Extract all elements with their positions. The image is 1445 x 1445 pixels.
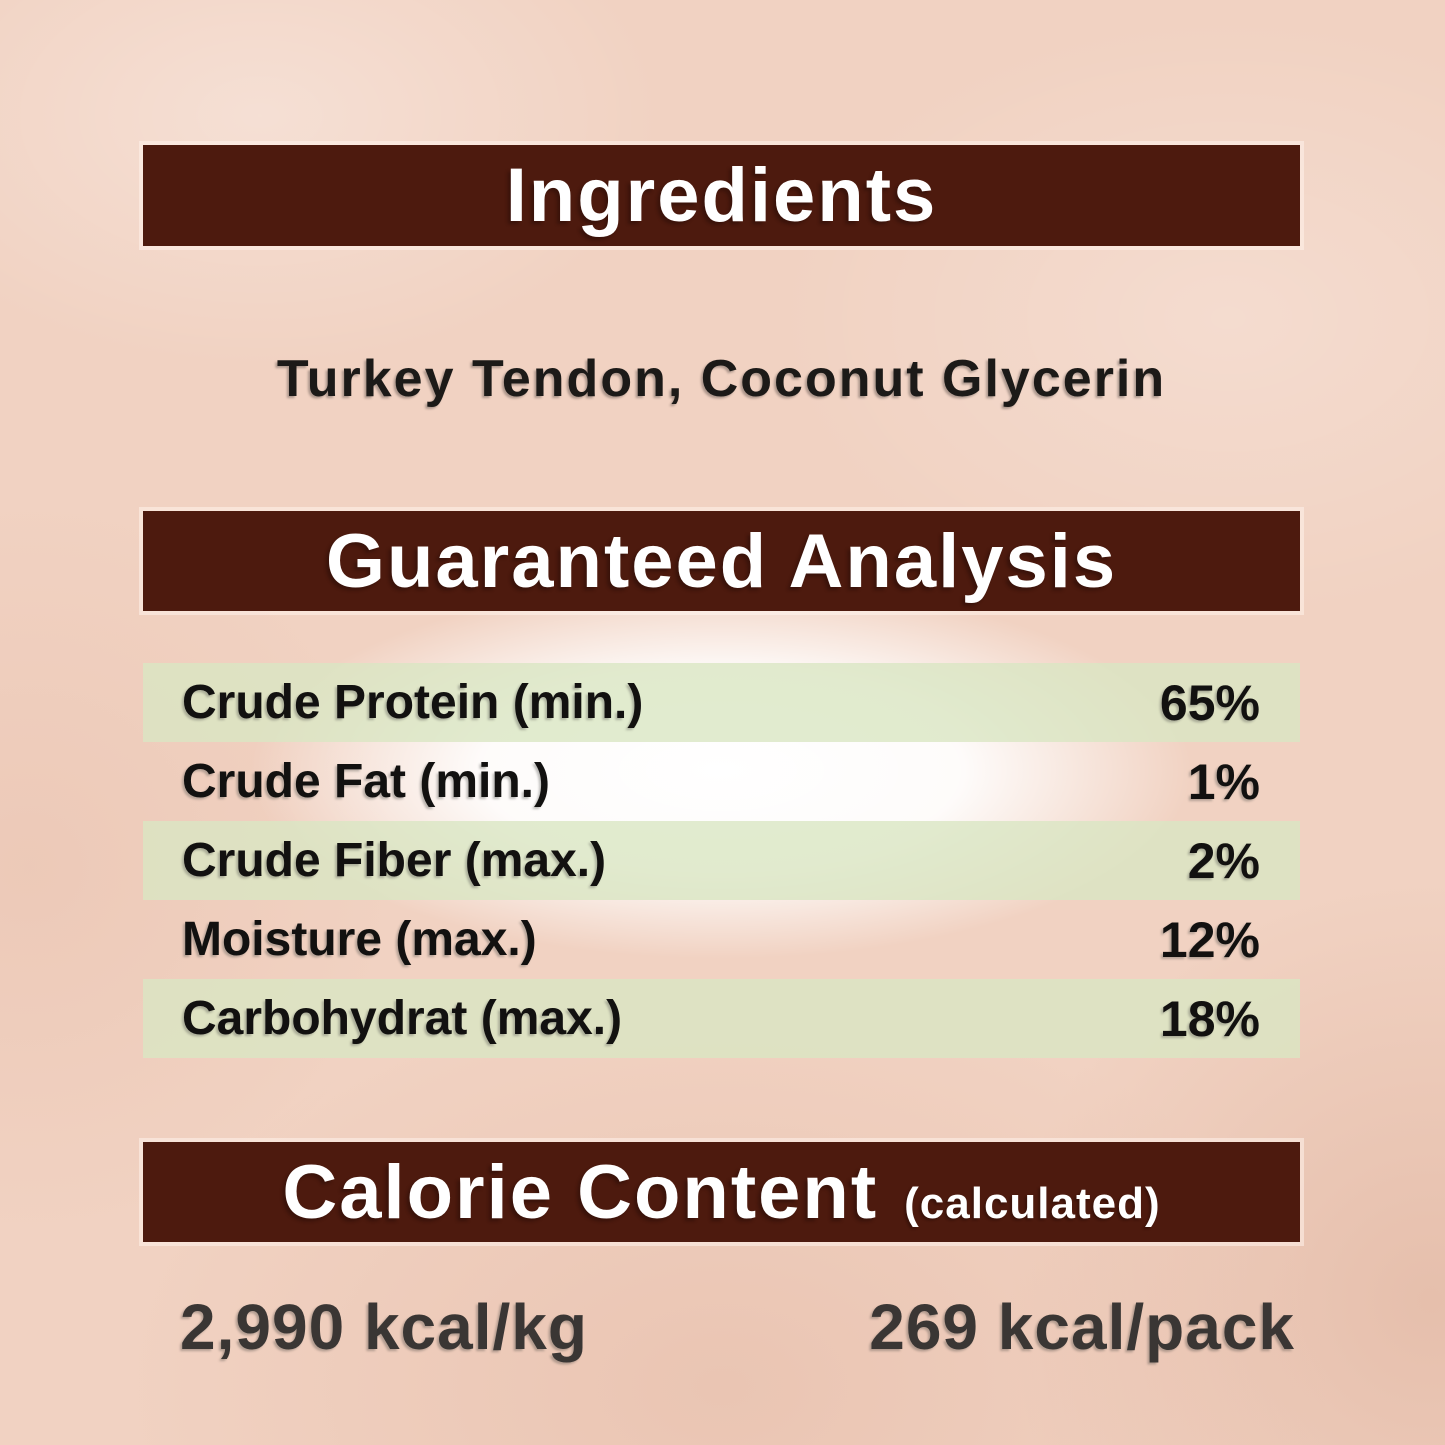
kcal-per-kg: 2,990 kcal/kg: [180, 1291, 588, 1363]
kcal-per-pack: 269 kcal/pack: [869, 1291, 1295, 1363]
guaranteed-analysis-header-bar: Guaranteed Analysis: [143, 511, 1300, 611]
table-row: Crude Fiber (max.) 2%: [143, 821, 1300, 900]
row-label: Crude Fat (min.): [182, 755, 550, 808]
row-value: 12%: [1159, 911, 1260, 968]
calorie-content-header-bar: Calorie Content (calculated): [143, 1142, 1300, 1242]
calorie-title-group: Calorie Content (calculated): [282, 1149, 1160, 1236]
row-value: 65%: [1159, 674, 1260, 731]
table-row: Carbohydrat (max.) 18%: [143, 979, 1300, 1058]
row-value: 1%: [1187, 753, 1260, 810]
row-label: Moisture (max.): [182, 913, 537, 966]
row-value: 2%: [1187, 832, 1260, 889]
analysis-table: Crude Protein (min.) 65% Crude Fat (min.…: [143, 611, 1300, 1142]
calorie-content-subtitle: (calculated): [904, 1178, 1161, 1228]
row-label: Crude Fiber (max.): [182, 834, 607, 887]
guaranteed-analysis-title: Guaranteed Analysis: [325, 518, 1118, 604]
row-label: Carbohydrat (max.): [182, 992, 623, 1045]
ingredients-list: Turkey Tendon, Coconut Glycerin: [276, 349, 1167, 408]
ingredients-title: Ingredients: [505, 153, 938, 238]
calorie-content-title: Calorie Content: [282, 1149, 879, 1235]
ingredients-body: Turkey Tendon, Coconut Glycerin: [143, 246, 1300, 511]
table-row: Moisture (max.) 12%: [143, 900, 1300, 979]
row-value: 18%: [1159, 990, 1260, 1047]
label-content: Ingredients Turkey Tendon, Coconut Glyce…: [143, 0, 1300, 1445]
table-row: Crude Protein (min.) 65%: [143, 663, 1300, 742]
table-row: Crude Fat (min.) 1%: [143, 742, 1300, 821]
row-label: Crude Protein (min.): [182, 676, 644, 729]
calorie-values-row: 2,990 kcal/kg 269 kcal/pack: [143, 1290, 1300, 1364]
ingredients-header-bar: Ingredients: [143, 145, 1300, 246]
